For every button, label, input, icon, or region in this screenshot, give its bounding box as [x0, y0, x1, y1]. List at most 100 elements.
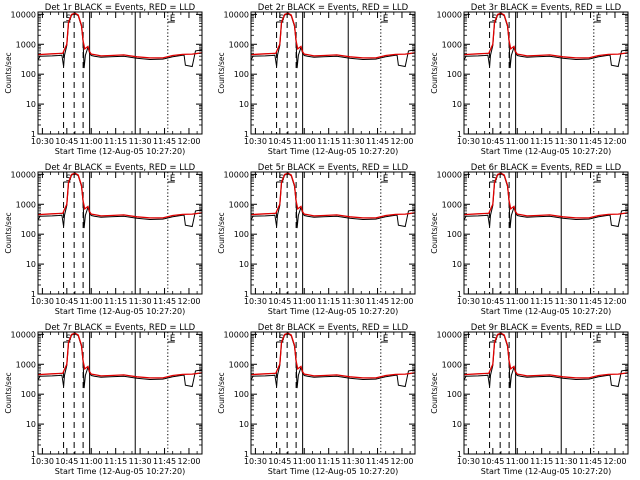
y-tick-label: 1 — [31, 290, 36, 299]
plot-frame — [463, 331, 629, 455]
x-tick-label: 11:00 — [293, 137, 316, 146]
marker-label-e: E — [596, 14, 602, 24]
x-tick-label: 12:00 — [603, 297, 626, 306]
x-tick-label: 11:15 — [530, 457, 553, 466]
y-tick-label: 10000 — [224, 10, 249, 19]
y-tick-label: 1 — [457, 130, 462, 139]
x-tick-label: 10:45 — [268, 457, 291, 466]
x-tick-label: 11:30 — [129, 137, 152, 146]
x-axis-label: Start Time (12-Aug-05 10:27:20) — [481, 147, 612, 156]
marker-label-e: E — [383, 14, 389, 24]
lld-series-line — [38, 172, 202, 219]
x-tick-label: 10:30 — [31, 297, 54, 306]
x-tick-label: 10:30 — [31, 137, 54, 146]
plot-frame — [463, 11, 629, 135]
y-tick-label: 1 — [31, 450, 36, 459]
x-tick-label: 10:30 — [457, 137, 480, 146]
y-tick-label: 1 — [457, 290, 462, 299]
marker-label-s: S — [66, 334, 72, 344]
panel-title: Det 9r BLACK = Events, RED = LLD — [471, 323, 622, 333]
x-tick-label: 12:00 — [177, 297, 200, 306]
y-tick-label: 1000 — [229, 360, 249, 369]
y-tick-label: 1000 — [16, 360, 36, 369]
x-tick-label: 11:15 — [530, 137, 553, 146]
marker-label-e: E — [383, 174, 389, 184]
y-tick-label: 10 — [26, 420, 36, 429]
x-tick-label: 12:00 — [390, 457, 413, 466]
lld-series-line — [251, 332, 415, 379]
y-tick-label: 100 — [234, 70, 249, 79]
x-tick-label: 10:45 — [55, 297, 78, 306]
y-tick-label: 10 — [239, 260, 249, 269]
x-tick-label: 11:30 — [129, 457, 152, 466]
x-tick-label: 11:30 — [342, 457, 365, 466]
events-series-line — [38, 13, 202, 69]
x-tick-label: 11:00 — [506, 137, 529, 146]
plot-frame — [37, 331, 203, 455]
marker-label-s: S — [279, 334, 285, 344]
x-tick-label: 11:15 — [104, 457, 127, 466]
panel-title: Det 8r BLACK = Events, RED = LLD — [258, 323, 409, 333]
y-tick-label: 1 — [244, 290, 249, 299]
x-tick-label: 12:00 — [390, 137, 413, 146]
x-tick-label: 11:15 — [104, 297, 127, 306]
y-tick-label: 10000 — [11, 330, 36, 339]
panel-title: Det 6r BLACK = Events, RED = LLD — [471, 163, 622, 173]
y-tick-label: 10000 — [11, 10, 36, 19]
y-tick-label: 10 — [452, 420, 462, 429]
events-series-line — [251, 333, 415, 389]
x-tick-label: 11:15 — [317, 137, 340, 146]
x-axis-label: Start Time (12-Aug-05 10:27:20) — [55, 307, 186, 316]
x-tick-label: 12:00 — [390, 297, 413, 306]
plot-frame — [250, 171, 416, 295]
x-tick-label: 11:45 — [153, 457, 176, 466]
events-series-line — [464, 13, 628, 69]
x-tick-label: 10:30 — [244, 137, 267, 146]
lld-series-line — [38, 332, 202, 379]
events-series-line — [464, 173, 628, 229]
x-axis-label: Start Time (12-Aug-05 10:27:20) — [55, 467, 186, 476]
lld-series-line — [464, 332, 628, 379]
marker-label-s: S — [66, 174, 72, 184]
y-axis-label: Counts/sec — [217, 212, 226, 253]
marker-label-e: E — [170, 14, 176, 24]
y-tick-label: 10000 — [224, 330, 249, 339]
marker-label-s: S — [279, 174, 285, 184]
x-tick-label: 11:15 — [317, 297, 340, 306]
x-tick-label: 11:00 — [293, 297, 316, 306]
y-axis-label: Counts/sec — [4, 212, 13, 253]
x-axis-label: Start Time (12-Aug-05 10:27:20) — [55, 147, 186, 156]
x-tick-label: 12:00 — [603, 457, 626, 466]
plot-frame — [250, 11, 416, 135]
panel-title: Det 7r BLACK = Events, RED = LLD — [45, 323, 196, 333]
x-tick-label: 11:00 — [80, 297, 103, 306]
marker-label-s: S — [492, 174, 498, 184]
x-tick-label: 10:30 — [457, 457, 480, 466]
y-axis-label: Counts/sec — [217, 52, 226, 93]
plot-frame — [250, 331, 416, 455]
marker-label-s: S — [492, 14, 498, 24]
x-tick-label: 12:00 — [603, 137, 626, 146]
lld-series-line — [464, 12, 628, 59]
x-axis-label: Start Time (12-Aug-05 10:27:20) — [268, 147, 399, 156]
x-tick-label: 10:45 — [481, 457, 504, 466]
y-tick-label: 100 — [21, 390, 36, 399]
y-tick-label: 10000 — [437, 170, 462, 179]
y-tick-label: 1000 — [442, 200, 462, 209]
y-tick-label: 10000 — [437, 330, 462, 339]
x-tick-label: 11:00 — [506, 457, 529, 466]
x-axis-label: Start Time (12-Aug-05 10:27:20) — [268, 307, 399, 316]
marker-label-s: S — [66, 14, 72, 24]
y-tick-label: 1000 — [229, 40, 249, 49]
x-tick-label: 10:30 — [244, 297, 267, 306]
y-tick-label: 1 — [244, 450, 249, 459]
y-tick-label: 1 — [457, 450, 462, 459]
lld-series-line — [251, 172, 415, 219]
x-tick-label: 10:45 — [268, 137, 291, 146]
y-tick-label: 10 — [239, 100, 249, 109]
x-tick-label: 11:00 — [80, 457, 103, 466]
